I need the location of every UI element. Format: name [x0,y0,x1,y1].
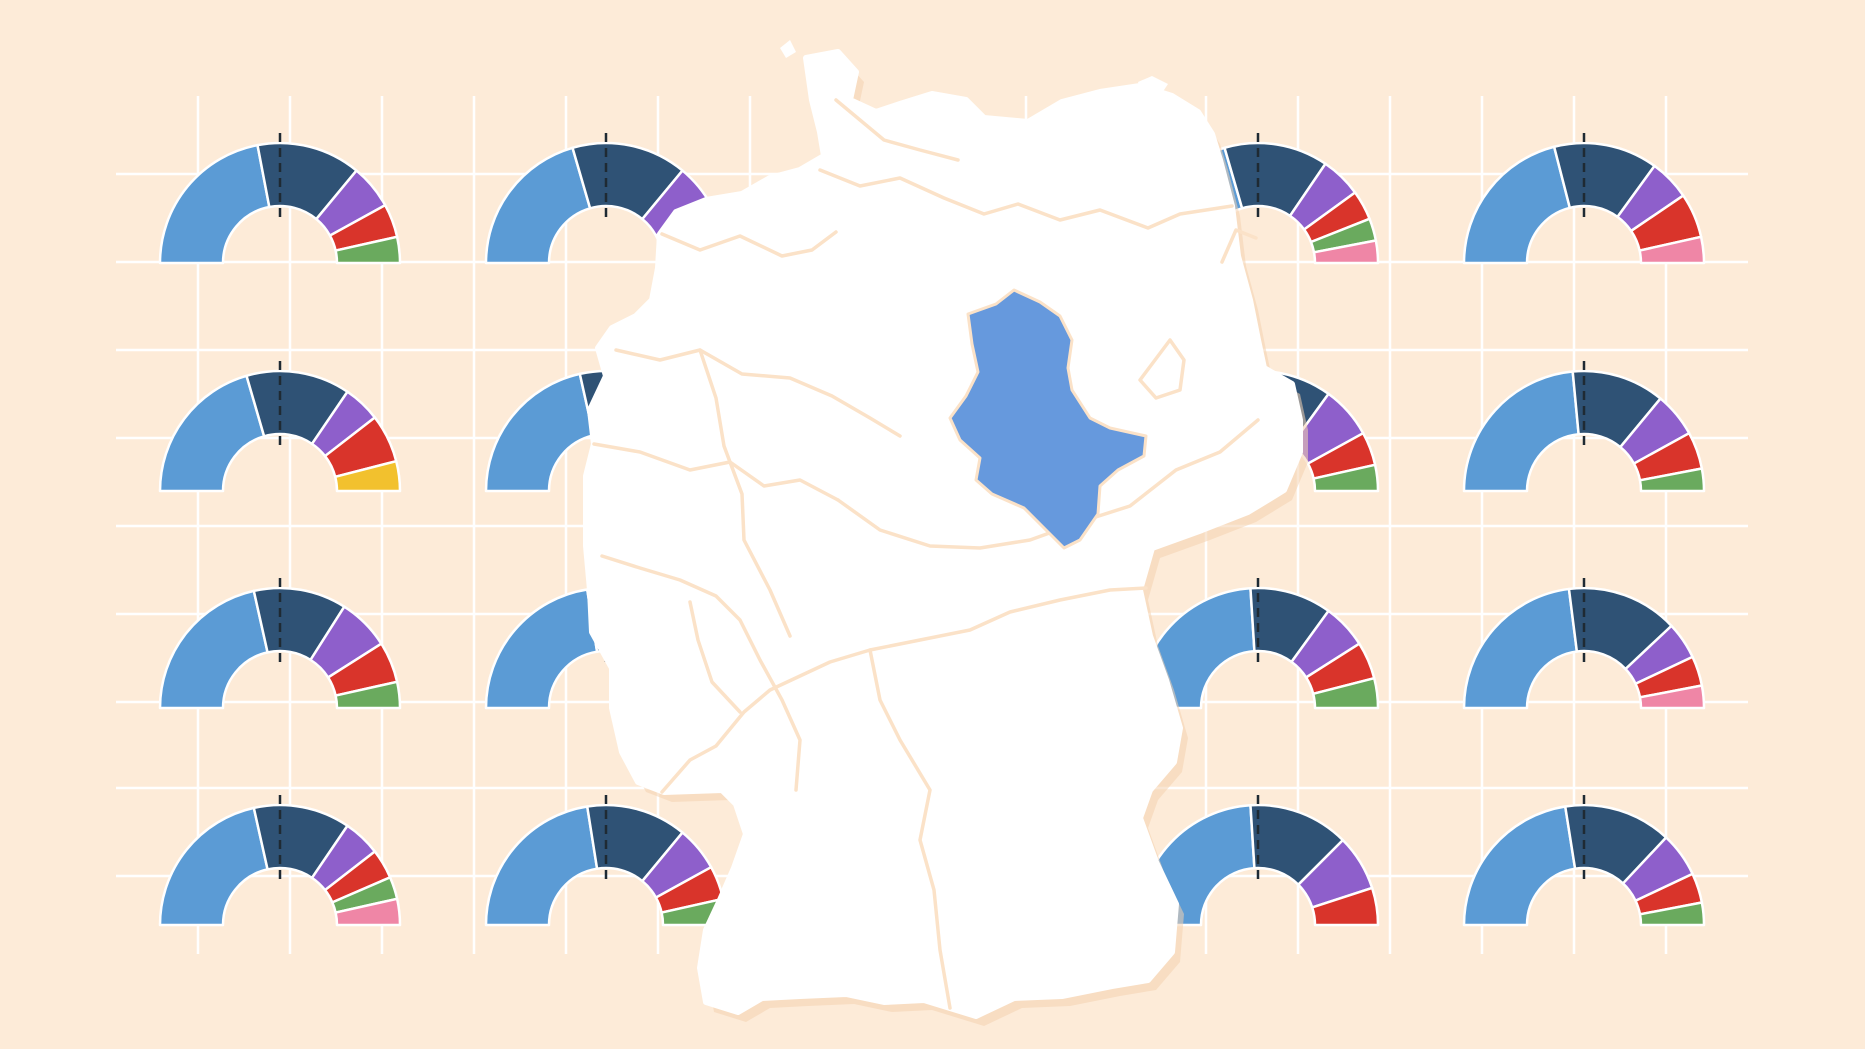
seat-segment-light-blue [158,143,271,265]
seat-segment-pink [1638,235,1706,265]
seat-segment-light-blue [1462,145,1572,265]
germany-map [583,40,1308,1026]
seat-segment-light-blue [158,806,269,927]
seat-chart [1462,361,1706,493]
seat-chart [1462,578,1706,710]
seat-chart [484,795,728,927]
seat-segment-green [1638,467,1706,493]
seat-segment-light-blue [1462,587,1579,710]
island [780,40,796,58]
germany-outline [583,49,1303,1019]
seat-segment-light-blue [1462,370,1580,493]
seat-segment-light-blue [158,589,269,710]
seat-segment-light-blue [158,374,266,493]
saxony-anhalt-state [948,288,1148,550]
seat-segment-yellow [333,459,402,493]
seat-segment-pink [1312,239,1380,265]
seat-segment-light-blue [484,372,595,493]
seat-segment-green [1311,676,1380,710]
island [1138,76,1168,96]
state-borders [592,98,1260,1010]
seat-segment-light-blue [484,805,599,927]
seat-segment-pink [1638,684,1706,710]
seat-segment-light-blue [1462,805,1577,927]
seat-segment-green [1638,901,1706,927]
seat-segment-red [1310,886,1380,927]
seat-chart [158,361,402,493]
seat-segment-pink [334,897,402,927]
seat-segment-light-blue [484,588,599,710]
seat-segment-green [1312,463,1380,493]
seat-segment-light-blue [484,146,592,265]
seat-chart [158,795,402,927]
seat-chart [1462,133,1706,265]
seat-chart [1462,795,1706,927]
seat-chart [158,133,402,265]
seat-segment-green [334,235,402,265]
seat-segment-green [334,680,402,710]
seat-chart [158,578,402,710]
